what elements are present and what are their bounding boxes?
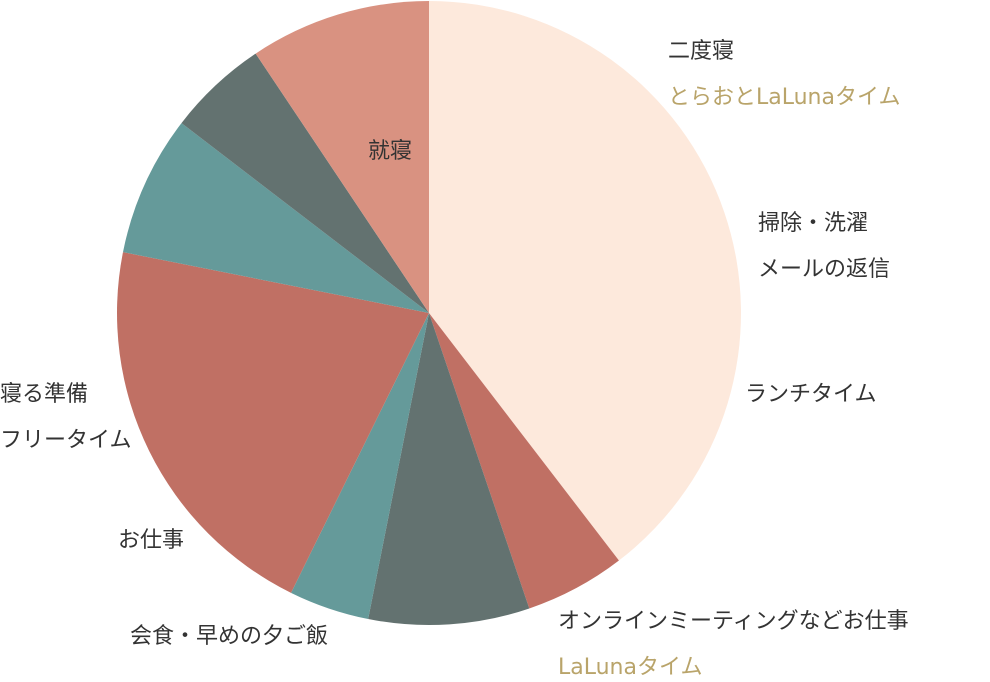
slice-label: オンラインミーティングなどお仕事 <box>558 609 909 634</box>
slice-label: ランチタイム <box>745 382 877 407</box>
pie-slice <box>255 1 429 313</box>
pie-slice <box>181 53 429 313</box>
slice-label: 寝る準備 <box>0 382 88 407</box>
pie-slice <box>117 252 429 593</box>
slice-sublabel: LaLunaタイム <box>558 655 703 680</box>
slice-label: 会食・早めの夕ご飯 <box>130 624 328 649</box>
slice-label: 掃除・洗濯 <box>758 211 868 236</box>
slice-sublabel: フリータイム <box>0 428 132 453</box>
pie-slice <box>368 313 530 625</box>
pie-slice <box>122 123 429 313</box>
slice-sublabel: とらおとLaLunaタイム <box>668 85 901 110</box>
slice-label: 二度寝 <box>668 39 734 64</box>
slice-label: 就寝 <box>368 139 412 164</box>
pie-slice <box>429 1 741 561</box>
slice-sublabel: メールの返信 <box>758 257 890 282</box>
pie-slice <box>291 313 429 620</box>
pie-slice <box>429 313 619 609</box>
slice-label: お仕事 <box>118 528 184 553</box>
